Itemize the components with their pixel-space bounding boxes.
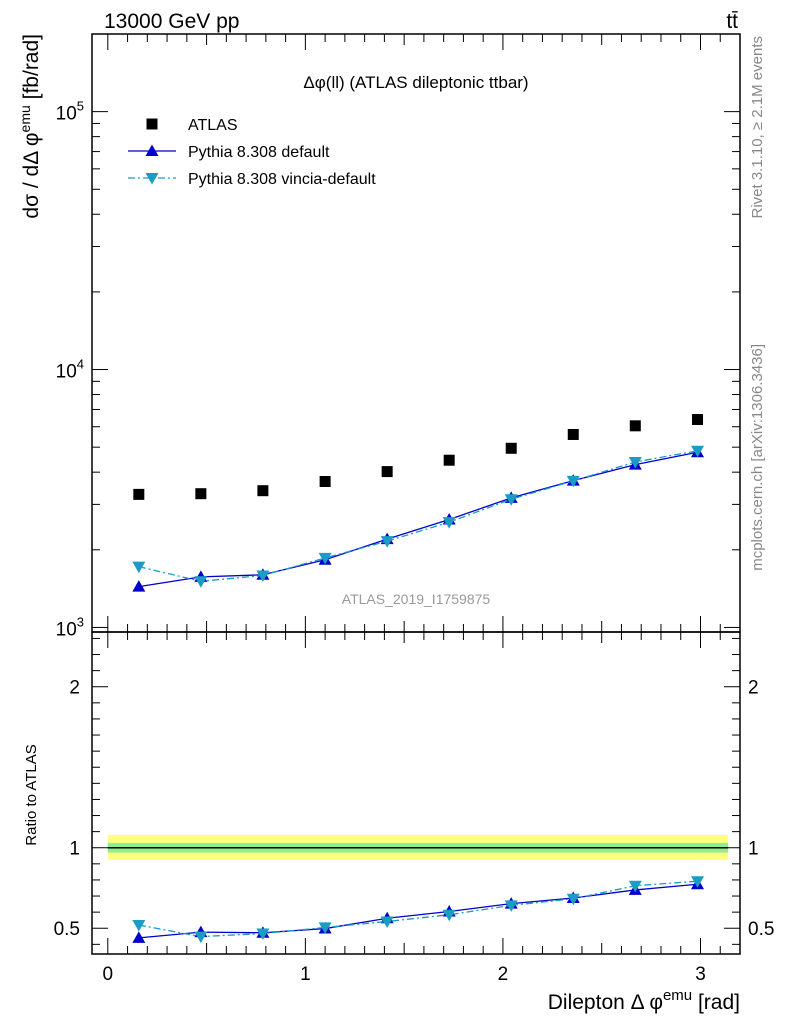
- xlabel-sup: emu: [663, 987, 692, 1004]
- main-ytick-label-base: 10: [56, 619, 77, 640]
- xlabel-part-a: Dilepton Δ φ: [548, 991, 663, 1014]
- legend-marker: [146, 118, 158, 130]
- ratio-ytick-label: 2: [69, 678, 80, 699]
- plot-title: Δφ(ll) (ATLAS dileptonic ttbar): [303, 73, 528, 92]
- ratio-series-1-point: [256, 928, 270, 941]
- ratio-xtick-label: 1: [300, 964, 311, 985]
- xlabel-part-b: [rad]: [692, 991, 740, 1014]
- ratio-xlabel: Dilepton Δ φemu [rad]: [548, 987, 740, 1014]
- main-series-0-point: [692, 414, 704, 426]
- ratio-series-0-line: [138, 883, 698, 939]
- main-ytick-label-base: 10: [56, 362, 77, 383]
- main-series-2-point: [256, 570, 270, 582]
- header-right: tt̄: [726, 10, 738, 33]
- main-series-0-point: [567, 428, 579, 440]
- ratio-ylabel: Ratio to ATLAS: [23, 744, 40, 845]
- legend-label: ATLAS: [188, 117, 238, 134]
- main-series-2-point: [628, 456, 642, 469]
- main-series-2-point: [504, 494, 518, 506]
- main-ytick-label-exp: 5: [77, 99, 84, 114]
- main-series-0-point: [319, 475, 331, 487]
- ratio-xtick-label: 2: [498, 964, 509, 985]
- ratio-ytick-label-right: 0.5: [748, 919, 774, 940]
- main-ylabel-part-a: dσ / dΔ φ: [20, 132, 43, 218]
- ratio-series-1-point: [132, 920, 146, 932]
- legend-marker: [145, 173, 159, 185]
- main-ylabel: dσ / dΔ φemu [fb/rad]: [17, 34, 43, 219]
- ratio-series-1-point: [566, 893, 580, 906]
- legend: ATLAS Pythia 8.308 default Pythia 8.308 vi…: [128, 117, 376, 188]
- main-ytick-label: 105: [56, 99, 84, 125]
- ratio-xtick-label: 3: [695, 964, 706, 985]
- ratio-ytick-label-right: 2: [748, 678, 759, 699]
- main-series-2-line: [138, 450, 698, 582]
- ratio-series: [132, 876, 705, 944]
- main-series-2-point: [132, 561, 146, 574]
- main-series-2-point: [318, 552, 332, 565]
- legend-label: Pythia 8.308 default: [188, 144, 330, 161]
- main-series-2-point: [691, 445, 705, 458]
- ratio-series-1-point: [194, 931, 208, 944]
- ratio-series-1-point: [628, 880, 642, 893]
- main-series: [132, 414, 705, 592]
- ratio-panel: 0.5 0.5 1 1 2 2 0 1 2 3 Ratio to ATLAS Dilepton Δ…: [23, 631, 774, 1014]
- watermark: ATLAS_2019_I1759875: [342, 591, 491, 607]
- main-series-0-point: [195, 488, 207, 500]
- main-series-0-point: [443, 454, 455, 466]
- ratio-series-1-line: [138, 880, 698, 938]
- ratio-xtick-label: 0: [103, 964, 114, 985]
- ratio-series-0-point: [132, 931, 146, 943]
- main-series-2-point: [566, 475, 580, 488]
- legend-label: Pythia 8.308 vincia-default: [188, 171, 376, 188]
- ratio-series-1-point: [504, 900, 518, 912]
- main-series-0-point: [629, 420, 641, 432]
- ratio-series-1-point: [380, 916, 394, 928]
- ratio-series-1-point: [442, 909, 456, 922]
- main-ytick-label: 104: [56, 357, 84, 383]
- main-series-2-point: [380, 536, 394, 548]
- main-series-1-point: [132, 580, 146, 592]
- side-label-mcplots: mcplots.cern.ch [arXiv:1306.3436]: [749, 344, 766, 571]
- main-series-2-point: [442, 517, 456, 529]
- main-series-0-point: [505, 442, 517, 454]
- ratio-series-1-point: [691, 876, 705, 888]
- main-series-0-point: [257, 485, 269, 497]
- main-ytick-label: 103: [56, 614, 84, 640]
- ratio-axis-ticks: 0.5 0.5 1 1 2 2 0 1 2 3: [54, 632, 774, 985]
- header-left: 13000 GeV pp: [104, 10, 239, 33]
- main-series-0-point: [381, 466, 393, 478]
- main-series-2-point: [194, 576, 208, 588]
- main-ylabel-sup: emu: [17, 105, 33, 132]
- ratio-ytick-label: 1: [69, 839, 80, 860]
- main-ylabel-part-b: [fb/rad]: [20, 34, 43, 105]
- main-series-1-line: [138, 451, 698, 588]
- ratio-plot-area: [91, 631, 741, 955]
- main-series-0-point: [133, 488, 145, 500]
- legend-marker: [145, 144, 159, 156]
- ratio-series-1-point: [318, 922, 332, 934]
- main-ytick-label-base: 10: [56, 104, 77, 125]
- ratio-uncertainty-band: [107, 834, 729, 860]
- main-ytick-label-exp: 3: [77, 614, 84, 629]
- ratio-ytick-label: 0.5: [54, 919, 80, 940]
- ratio-ytick-label-right: 1: [748, 839, 759, 860]
- side-label-rivet: Rivet 3.1.10, ≥ 2.1M events: [749, 36, 766, 219]
- main-ytick-label-exp: 4: [77, 357, 84, 372]
